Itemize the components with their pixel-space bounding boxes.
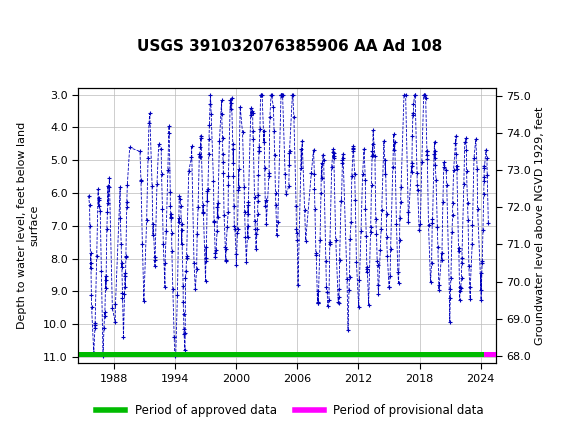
Y-axis label: Depth to water level, feet below land
surface: Depth to water level, feet below land su… [17, 122, 39, 329]
Legend: Period of approved data, Period of provisional data: Period of approved data, Period of provi… [91, 399, 489, 422]
Y-axis label: Groundwater level above NGVD 1929, feet: Groundwater level above NGVD 1929, feet [535, 107, 545, 345]
Bar [5, 4, 45, 31]
Text: USGS: USGS [38, 9, 89, 27]
Text: ▣: ▣ [6, 9, 23, 27]
Text: USGS 391032076385906 AA Ad 108: USGS 391032076385906 AA Ad 108 [137, 39, 443, 54]
